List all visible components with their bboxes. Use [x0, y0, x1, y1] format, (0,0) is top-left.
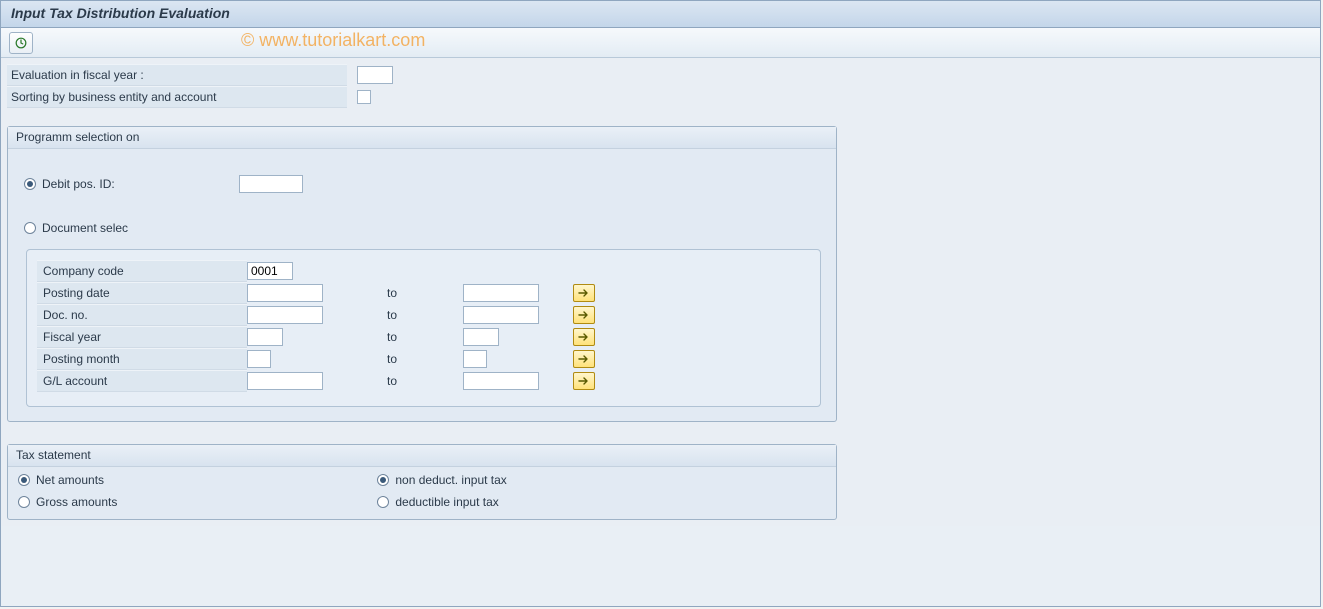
document-selec-row: Document selec [18, 217, 826, 239]
sort-label: Sorting by business entity and account [7, 86, 347, 108]
tax-amounts-column: Net amounts Gross amounts [18, 473, 117, 509]
radio-dot-icon [377, 474, 389, 486]
gl-account-to-input[interactable] [463, 372, 539, 390]
doc-no-to-input[interactable] [463, 306, 539, 324]
non-deduct-radio[interactable]: non deduct. input tax [377, 473, 506, 487]
fiscal-year-more-button[interactable] [573, 328, 595, 346]
posting-date-label: Posting date [37, 282, 247, 304]
app-window: Input Tax Distribution Evaluation © www.… [0, 0, 1321, 607]
document-selec-radio[interactable]: Document selec [24, 221, 128, 235]
arrow-right-icon [578, 310, 590, 320]
fiscal-year-row: Fiscal year to [37, 326, 810, 348]
company-code-row: Company code [37, 260, 810, 282]
posting-date-row: Posting date to [37, 282, 810, 304]
company-code-input[interactable] [247, 262, 293, 280]
radio-dot-icon [18, 474, 30, 486]
tax-statement-group: Tax statement Net amounts Gross amounts [7, 444, 837, 520]
arrow-right-icon [578, 332, 590, 342]
document-selec-label: Document selec [42, 221, 128, 235]
execute-button[interactable] [9, 32, 33, 54]
document-selec-panel: Company code Posting date to [26, 249, 821, 407]
doc-no-from-input[interactable] [247, 306, 323, 324]
fiscal-year-label: Fiscal year [37, 326, 247, 348]
debit-pos-radio[interactable]: Debit pos. ID: [24, 177, 115, 191]
gl-account-label: G/L account [37, 370, 247, 392]
radio-dot-icon [18, 496, 30, 508]
posting-date-to-input[interactable] [463, 284, 539, 302]
to-label: to [387, 308, 463, 322]
program-selection-body: Debit pos. ID: Document selec Company co… [8, 149, 836, 421]
posting-date-from-input[interactable] [247, 284, 323, 302]
gl-account-row: G/L account to [37, 370, 810, 392]
deductible-label: deductible input tax [395, 495, 498, 509]
program-selection-title: Programm selection on [8, 127, 836, 149]
sort-checkbox[interactable] [357, 90, 371, 104]
debit-pos-input[interactable] [239, 175, 303, 193]
net-amounts-label: Net amounts [36, 473, 104, 487]
program-selection-group: Programm selection on Debit pos. ID: Doc… [7, 126, 837, 422]
non-deduct-label: non deduct. input tax [395, 473, 506, 487]
net-amounts-radio[interactable]: Net amounts [18, 473, 117, 487]
sort-row: Sorting by business entity and account [7, 86, 1314, 108]
posting-date-more-button[interactable] [573, 284, 595, 302]
posting-month-more-button[interactable] [573, 350, 595, 368]
tax-deduct-column: non deduct. input tax deductible input t… [377, 473, 506, 509]
watermark-text: © www.tutorialkart.com [241, 30, 425, 51]
radio-dot-icon [377, 496, 389, 508]
radio-dot-icon [24, 178, 36, 190]
toolbar: © www.tutorialkart.com [1, 28, 1320, 58]
fiscal-year-to-input[interactable] [463, 328, 499, 346]
to-label: to [387, 374, 463, 388]
debit-pos-row: Debit pos. ID: [18, 173, 826, 195]
arrow-right-icon [578, 354, 590, 364]
posting-month-row: Posting month to [37, 348, 810, 370]
posting-month-from-input[interactable] [247, 350, 271, 368]
deductible-radio[interactable]: deductible input tax [377, 495, 506, 509]
doc-no-row: Doc. no. to [37, 304, 810, 326]
clock-execute-icon [14, 36, 28, 50]
gl-account-from-input[interactable] [247, 372, 323, 390]
gl-account-more-button[interactable] [573, 372, 595, 390]
tax-statement-title: Tax statement [8, 445, 836, 467]
to-label: to [387, 352, 463, 366]
company-code-label: Company code [37, 260, 247, 282]
eval-year-input[interactable] [357, 66, 393, 84]
gross-amounts-radio[interactable]: Gross amounts [18, 495, 117, 509]
to-label: to [387, 330, 463, 344]
fiscal-year-from-input[interactable] [247, 328, 283, 346]
eval-year-row: Evaluation in fiscal year : [7, 64, 1314, 86]
arrow-right-icon [578, 376, 590, 386]
tax-statement-body: Net amounts Gross amounts non deduct. in… [8, 467, 836, 519]
posting-month-label: Posting month [37, 348, 247, 370]
gross-amounts-label: Gross amounts [36, 495, 117, 509]
posting-month-to-input[interactable] [463, 350, 487, 368]
page-title: Input Tax Distribution Evaluation [11, 5, 230, 21]
eval-year-label: Evaluation in fiscal year : [7, 64, 347, 86]
doc-no-label: Doc. no. [37, 304, 247, 326]
form-body: Evaluation in fiscal year : Sorting by b… [1, 58, 1320, 526]
doc-no-more-button[interactable] [573, 306, 595, 324]
arrow-right-icon [578, 288, 590, 298]
to-label: to [387, 286, 463, 300]
title-bar: Input Tax Distribution Evaluation [1, 1, 1320, 28]
debit-pos-label: Debit pos. ID: [42, 177, 115, 191]
radio-dot-icon [24, 222, 36, 234]
